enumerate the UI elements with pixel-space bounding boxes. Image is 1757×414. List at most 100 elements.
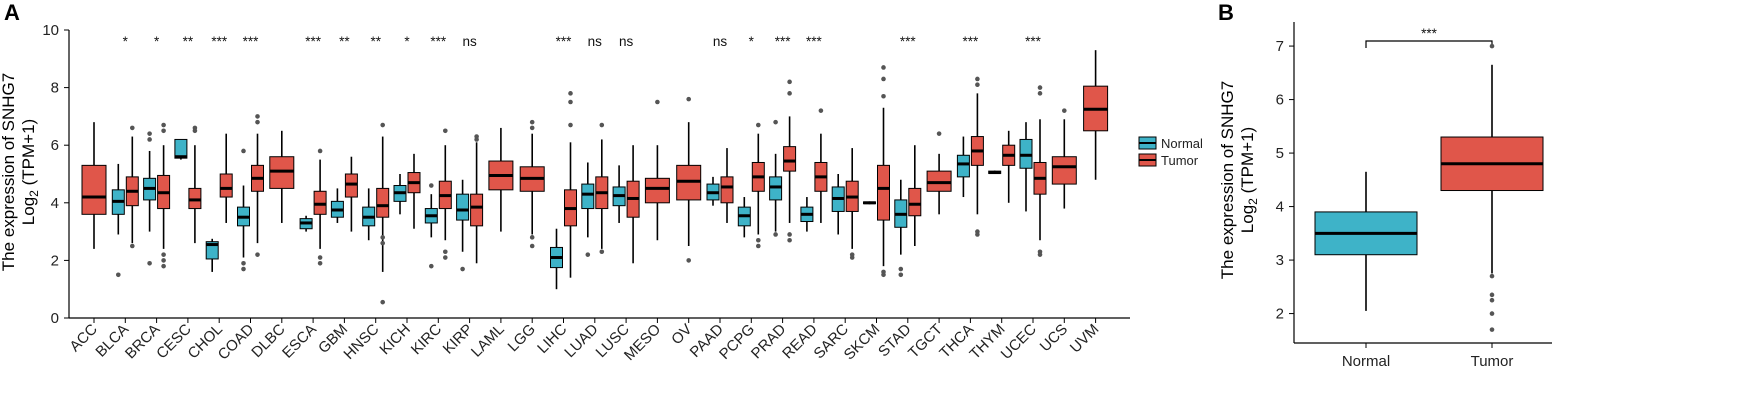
box-lusc-normal <box>612 165 626 223</box>
box-acc-tumor-box <box>81 164 107 215</box>
box-prad-normal <box>769 119 783 237</box>
box-lihc-normal <box>550 228 563 290</box>
panel-b-x-ticks: Normal Tumor <box>1342 343 1514 370</box>
panel-a-sig-blca: * <box>123 34 129 49</box>
panel-a-ytick-label-2: 2 <box>51 252 59 269</box>
box-ov-tumor <box>676 96 702 263</box>
box-blca-normal <box>111 163 125 278</box>
box-brca-tumor-outlier-3 <box>161 258 166 263</box>
box-meso-tumor-box <box>644 177 670 204</box>
panel-b-xtick-label-normal: Normal <box>1342 353 1390 370</box>
box-kirp-tumor-box <box>470 193 484 227</box>
panel-a-ytick-label-8: 8 <box>51 80 59 97</box>
panel-a-xtick-label-esca: ESCA <box>279 321 320 362</box>
box-thym-normal <box>988 170 1002 175</box>
box-lihc-tumor-outlier-0 <box>568 91 573 96</box>
box-kirc-tumor-outlier-0 <box>443 128 448 134</box>
box-dlbc-tumor <box>269 130 295 223</box>
box-coad-tumor-outlier-0 <box>255 119 260 125</box>
box-brca-tumor-outlier-4 <box>161 263 166 269</box>
box-paad-tumor-box <box>720 176 734 204</box>
panel-b-box-tumor-outlier-0 <box>1489 43 1495 49</box>
panel-a-significance-labels: * * ** *** *** *** ** ** * *** ns *** ns ns ns * *** *** *… <box>123 34 1042 49</box>
box-skcm-tumor-outlier-1 <box>881 76 886 82</box>
box-chol-tumor-box <box>219 173 233 198</box>
box-lihc-tumor-outlier-2 <box>568 122 573 128</box>
panel-a-sig-paad: ns <box>713 34 728 49</box>
panel-a-xtick-label-hnsc: HNSC <box>340 321 382 363</box>
panel-a-xtick-label-read: READ <box>779 321 821 363</box>
box-gbm-tumor <box>344 156 358 232</box>
box-meso-tumor <box>644 99 670 241</box>
box-brca-tumor-outlier-2 <box>161 252 166 257</box>
box-brca-normal <box>143 131 157 266</box>
box-skcm-tumor-outlier-0 <box>881 65 886 70</box>
legend-tumor-label: Tumor <box>1161 153 1199 168</box>
box-kirp-tumor <box>470 134 484 264</box>
panel-a-xtick-label-dlbc: DLBC <box>248 321 288 361</box>
box-brca-tumor <box>157 122 171 269</box>
panel-a-xtick-label-pcpg: PCPG <box>716 321 758 363</box>
box-esca-normal <box>299 215 313 232</box>
box-stad-tumor-box <box>908 187 922 217</box>
box-read-tumor <box>814 108 828 223</box>
box-uvm-tumor <box>1083 50 1109 180</box>
panel-b-ylabel-line2: Log2 (TPM+1) <box>1238 127 1260 233</box>
box-thca-tumor-outlier-1 <box>975 82 980 88</box>
panel-a-xtick-label-ucs: UCS <box>1037 321 1071 355</box>
panel-a-sig-prad: *** <box>775 34 792 49</box>
box-lgg-tumor-outlier-2 <box>529 235 535 240</box>
box-lgg-tumor-outlier-0 <box>529 119 535 125</box>
box-sarc-tumor-outlier-1 <box>849 255 855 260</box>
panel-b-box-tumor-outlier-4 <box>1489 311 1495 316</box>
panel-b-xtick-label-tumor: Tumor <box>1471 353 1514 370</box>
panel-b-box-tumor-outlier-2 <box>1489 292 1495 298</box>
box-brca-tumor-outlier-0 <box>161 128 166 134</box>
panel-a-xtick-label-prad: PRAD <box>748 321 790 363</box>
box-ucec-tumor-outlier-0 <box>1037 85 1043 90</box>
panel-a-ytick-label-0: 0 <box>51 310 59 327</box>
box-sarc-tumor <box>845 148 859 260</box>
panel-b-ytick-label-6: 6 <box>1276 92 1284 109</box>
panel-a-ytick-label-10: 10 <box>42 22 59 39</box>
box-brca-normal-outlier-0 <box>147 260 152 266</box>
box-lihc-tumor-outlier-1 <box>568 99 573 105</box>
panel-a-sig-pcpg: * <box>749 34 755 49</box>
box-ucs-tumor-box <box>1051 156 1077 185</box>
box-luad-tumor-outlier-1 <box>599 249 605 255</box>
panel-b-box-tumor-outlier-1 <box>1489 273 1495 279</box>
box-gbm-normal <box>330 188 344 223</box>
box-esca-tumor <box>313 148 327 266</box>
panel-a-xtick-label-uvm: UVM <box>1067 321 1103 357</box>
panel-b-bracket-line <box>1365 40 1493 48</box>
box-lgg-tumor-outlier-3 <box>529 243 535 249</box>
box-thca-tumor <box>970 76 984 237</box>
box-stad-normal <box>894 179 908 278</box>
box-pcpg-tumor-outlier-0 <box>756 122 761 128</box>
box-skcm-tumor <box>877 65 890 278</box>
box-read-tumor-outlier-0 <box>818 108 824 113</box>
box-hnsc-tumor-box <box>376 187 390 218</box>
panel-a: A The expression of SNHG7 Log2 (TPM+1) 0… <box>0 0 1203 364</box>
panel-a-ylabel-line1: The expression of SNHG7 <box>0 73 18 271</box>
panel-a-label: A <box>4 0 20 25</box>
box-ucec-tumor-outlier-1 <box>1037 91 1043 96</box>
box-ucs-tumor <box>1051 108 1077 209</box>
box-lihc-tumor <box>564 91 577 278</box>
box-prad-normal-outlier-1 <box>773 232 778 237</box>
box-prad-tumor <box>783 79 797 243</box>
panel-b-ytick-label-5: 5 <box>1276 145 1284 162</box>
panel-a-sig-gbm: ** <box>339 34 350 49</box>
box-kirc-tumor <box>438 128 452 260</box>
box-hnsc-tumor-outlier-3 <box>380 122 386 128</box>
panel-a-legend: Normal Tumor <box>1138 136 1203 168</box>
panel-a-xtick-label-coad: COAD <box>215 321 258 364</box>
box-brca-normal-outlier-1 <box>147 137 152 142</box>
box-esca-tumor-outlier-0 <box>317 148 323 154</box>
box-coad-tumor <box>251 114 264 257</box>
box-ucec-normal <box>1019 122 1033 212</box>
box-kirc-tumor-outlier-1 <box>443 249 448 255</box>
box-blca-tumor-outlier-1 <box>130 243 135 249</box>
box-kirc-normal-outlier-1 <box>429 183 434 188</box>
box-cesc-tumor <box>188 125 202 244</box>
